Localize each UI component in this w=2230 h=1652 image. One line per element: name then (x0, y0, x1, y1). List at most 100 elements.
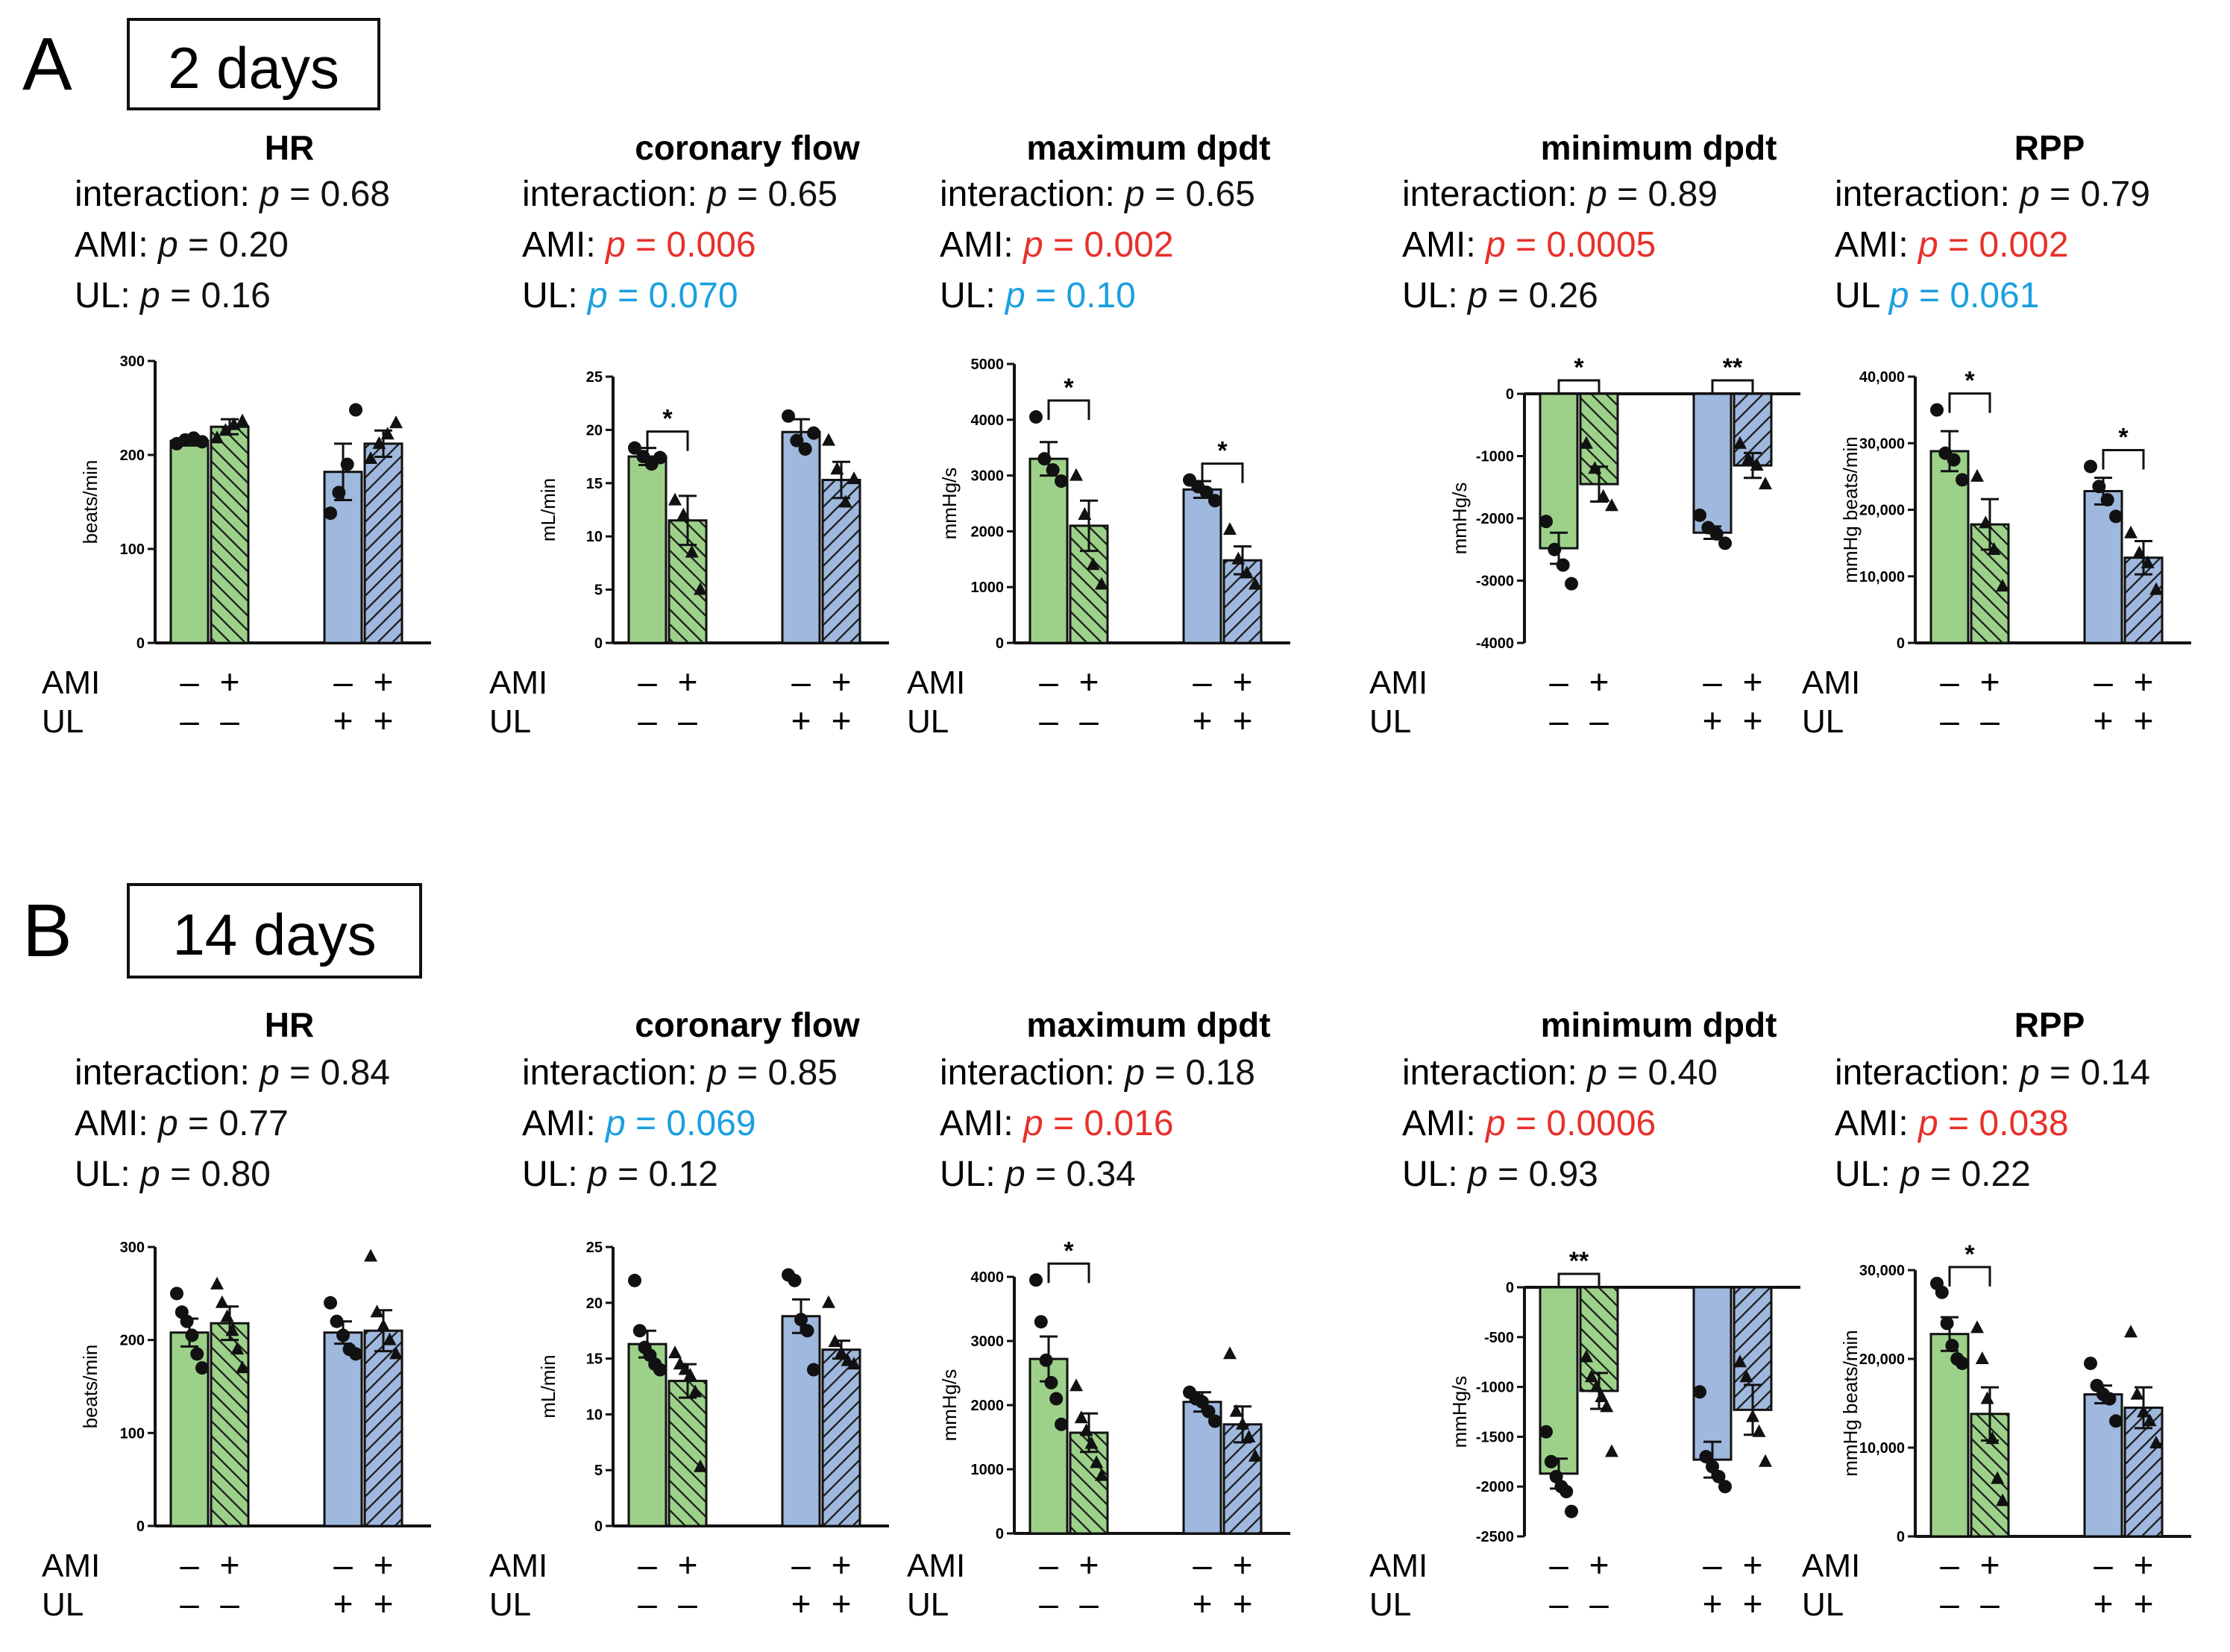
x-row-sign: – (1193, 662, 1212, 701)
stat-name: UL: (1402, 276, 1468, 315)
x-row-sign: – (1039, 1584, 1058, 1623)
stat-name: AMI: (1402, 1104, 1486, 1143)
significance-bracket (2102, 448, 2145, 470)
x-row-label-ul: UL (907, 1586, 949, 1623)
stat-name: interaction: (1402, 175, 1587, 214)
data-point (1208, 494, 1222, 508)
stat-line-ul: UL: p = 0.16 (75, 276, 271, 315)
x-row-sign: – (678, 1584, 697, 1623)
data-point (1196, 1395, 1209, 1409)
stat-line-ami: AMI: p = 0.20 (75, 225, 289, 265)
y-tick-label: 1000 (971, 580, 1005, 596)
x-row-sign: + (1233, 701, 1253, 740)
x-row-sign: – (180, 662, 199, 701)
y-axis-label: mmHg/s (1448, 1376, 1471, 1448)
x-row-label-ul: UL (1369, 703, 1411, 740)
x-row-sign: + (1233, 1584, 1253, 1623)
stat-name: AMI: (75, 1104, 158, 1143)
stat-p-symbol: p (1586, 175, 1607, 214)
y-tick-label: 40,000 (1859, 369, 1905, 386)
stat-p-symbol: p (1466, 276, 1488, 315)
x-row-sign: – (1940, 1584, 1959, 1623)
data-point (1940, 1316, 1954, 1331)
stat-p-value: = 0.18 (1145, 1053, 1255, 1093)
stat-p-value: = 0.80 (160, 1155, 271, 1194)
x-row-sign: + (1743, 662, 1763, 701)
data-point (782, 409, 795, 423)
data-point (683, 1368, 697, 1381)
x-row-sign: + (2094, 701, 2114, 740)
y-tick-label: -1000 (1476, 1380, 1514, 1396)
data-point (1208, 1414, 1222, 1428)
x-row-sign: + (1589, 662, 1609, 701)
stat-name: AMI: (522, 225, 606, 265)
stat-line-interaction: interaction: p = 0.85 (522, 1053, 838, 1093)
y-tick-label: -1000 (1476, 449, 1514, 465)
stat-line-ul: UL: p = 0.12 (522, 1155, 718, 1194)
stat-p-symbol: p (1022, 1104, 1043, 1143)
chart-title: minimum dpdt (1541, 1005, 1777, 1044)
data-point (1029, 1273, 1043, 1287)
stat-name: UL (1835, 276, 1889, 315)
stat-p-symbol: p (604, 1104, 626, 1143)
data-point (1029, 410, 1043, 424)
data-point (1240, 565, 1254, 579)
data-point (1589, 1379, 1604, 1392)
x-row-sign: + (1743, 1584, 1763, 1623)
stat-p-symbol: p (139, 276, 160, 315)
data-point (653, 1363, 667, 1377)
data-point (2102, 1392, 2117, 1406)
y-tick-label: 10,000 (1859, 569, 1905, 585)
data-point (1741, 451, 1756, 465)
bar-1 (627, 455, 668, 644)
data-point (324, 1295, 337, 1310)
x-row-label-ami: AMI (907, 665, 965, 701)
data-point (1991, 1471, 2005, 1484)
data-point (694, 582, 707, 595)
data-point (340, 457, 354, 471)
stat-p-value: = 0.070 (608, 276, 738, 315)
chart-a-5: RPP interaction: p = 0.79 AMI: p = 0.002 UL… (1802, 128, 2191, 740)
stat-line-interaction: interaction: p = 0.84 (75, 1053, 390, 1093)
stat-p-symbol: p (1917, 1104, 1938, 1143)
x-row-sign: – (1079, 1584, 1099, 1623)
y-axis-label: mmHg beats/min (1839, 1330, 1862, 1477)
data-point (372, 436, 386, 449)
x-row-label-ami: AMI (42, 665, 100, 701)
x-row-sign: – (638, 662, 657, 701)
data-point (1560, 1484, 1574, 1498)
stat-p-value: = 0.65 (727, 175, 838, 214)
data-point (1199, 486, 1213, 500)
data-point (1588, 461, 1602, 474)
x-row-sign: – (1549, 1545, 1568, 1584)
data-point (1987, 542, 2001, 556)
y-tick-label: 30,000 (1859, 436, 1905, 452)
stat-p-value: = 0.016 (1043, 1104, 1174, 1143)
data-point (330, 1314, 344, 1328)
stat-line-ul: UL: p = 0.93 (1402, 1155, 1598, 1194)
x-row-sign: – (2094, 1545, 2113, 1584)
data-point (236, 413, 249, 427)
data-point (377, 1318, 390, 1331)
bar-4 (821, 1348, 861, 1527)
significance-label: * (2118, 423, 2129, 451)
data-point (2130, 1386, 2144, 1400)
stat-p-value: = 0.10 (1026, 276, 1136, 315)
x-row-sign: + (2134, 1584, 2154, 1623)
x-row-sign: – (1589, 701, 1609, 740)
stat-p-symbol: p (1022, 225, 1043, 265)
data-point (389, 1346, 403, 1360)
data-point (688, 1384, 703, 1398)
panel-label-box-b (127, 883, 422, 979)
data-point (1202, 1404, 1216, 1419)
stat-line-interaction: interaction: p = 0.79 (1835, 175, 2150, 214)
data-point (1565, 577, 1578, 591)
x-row-sign: – (1549, 701, 1568, 740)
stat-p-value: = 0.0006 (1506, 1104, 1656, 1143)
stat-name: interaction: (1835, 1053, 2020, 1093)
data-point (1095, 1468, 1108, 1481)
stat-line-ami: AMI: p = 0.006 (522, 225, 756, 265)
x-row-sign: – (180, 701, 199, 740)
x-row-sign: – (220, 701, 239, 740)
